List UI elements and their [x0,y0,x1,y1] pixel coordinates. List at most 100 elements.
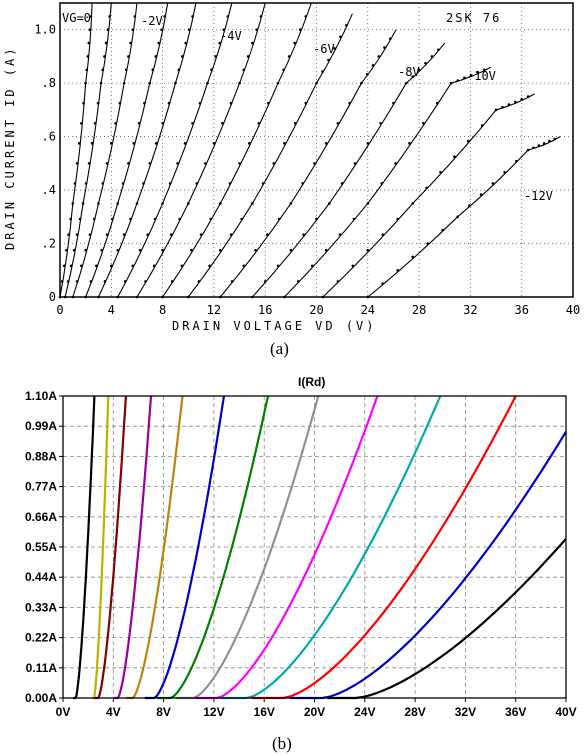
panel-a-marker [186,202,190,205]
panel-a-marker [198,101,202,105]
panel-a-marker [221,121,224,125]
panel-a-marker [380,182,383,185]
panel-a-marker [242,264,246,268]
panel-a-marker [190,248,193,252]
panel-a-marker [101,68,105,72]
panel-a-marker [142,182,145,185]
panel-a-marker [129,217,132,221]
panel-a-curve [251,42,446,298]
panel-a-marker [293,41,296,45]
panel-b-y-tick-label: 0.44A [25,570,57,584]
panel-a-x-tick-label: 0 [56,303,63,317]
panel-a-marker [75,162,79,165]
panel-a-marker [532,146,535,150]
panel-a-marker [449,81,453,85]
panel-a-marker [131,264,134,268]
panel-a-series-label: -12V [524,189,553,203]
panel-a-marker [97,202,100,205]
panel-a-marker [178,217,181,221]
panel-a-marker [327,58,330,62]
panel-b-title: I(Rd) [298,375,325,389]
panel-a-marker [154,55,158,58]
panel-a-marker [89,15,93,18]
panel-a-marker [422,121,425,125]
panel-a-marker [247,142,251,145]
panel-a-y-tick-label: .4 [42,183,56,197]
panel-a-marker [160,28,164,32]
panel-a-marker [466,139,470,143]
panel-a-marker [137,121,141,125]
panel-b-x-tick-label: 28V [404,705,425,719]
panel-a-marker [103,55,106,58]
panel-a-marker [304,101,308,105]
panel-a-marker [377,55,381,58]
panel-a-marker [93,121,97,125]
panel-b-x-tick-label: 32V [455,705,476,719]
panel-a-marker [304,15,308,18]
panel-a: 0 4 8 12 16 20 24 28 32 36 40 0.2.4.6.81.0 2SK 76 … [3,2,580,358]
panel-a-marker [148,81,152,85]
panel-a-marker [507,103,511,106]
panel-a-x-tick-label: 4 [108,303,115,317]
panel-a-marker [69,217,72,221]
panel-a-curve [97,2,197,298]
panel-b-y-tick-label: 0.99A [25,419,57,433]
panel-a-curve [136,2,266,298]
panel-a-marker [482,68,486,72]
panel-a-marker [276,81,280,85]
panel-a-marker [161,121,164,125]
panel-a-series-label: -6V [313,42,335,56]
panel-a-marker [383,46,386,49]
panel-a-marker [437,48,440,52]
panel-a-marker [65,248,68,252]
panel-b-x-tick-label: 24V [354,705,375,719]
panel-a-marker [63,295,67,299]
panel-a-marker [424,61,427,65]
panel-a-marker [313,162,316,165]
panel-a-marker [71,202,75,205]
panel-a-curve [64,2,112,298]
panel-a-marker [75,233,79,236]
panel-a-x-tick-label: 12 [207,303,221,317]
device-label: 2SK 76 [446,11,501,25]
panel-a-series-label: -10V [467,69,496,83]
panel-a-marker [259,15,263,18]
panel-a-marker [151,68,155,72]
panel-a-y-tick-label: .8 [42,76,56,90]
panel-a-marker [96,101,100,105]
panel-a-marker [219,295,222,299]
panel-a-marker [116,295,120,299]
panel-a-marker [520,97,523,101]
panel-a-marker [88,233,92,236]
panel-a-marker [293,121,297,125]
panel-a-marker [186,295,190,299]
panel-a-marker [548,139,551,143]
panel-a-curves [58,2,561,299]
panel-a-curve [284,66,492,298]
panel-a-y-axis-label: DRAIN CURRENT ID (A) [3,46,17,251]
panel-a-marker [404,81,408,85]
panel-a-marker [116,248,120,252]
panel-a-marker [246,55,250,58]
caption-b: (b) [272,734,292,753]
panel-a-marker [408,142,411,145]
panel-a-marker [218,41,221,45]
panel-a-series-label: -8V [398,65,420,79]
panel-a-marker [197,280,201,283]
panel-a-marker [251,202,254,205]
panel-a-marker [515,159,518,163]
panel-a-marker [110,142,113,145]
panel-a-marker [210,68,213,72]
panel-a-marker [78,217,82,221]
panel-a-marker [161,248,164,252]
panel-a-marker [261,182,265,185]
panel-a-marker [191,15,194,18]
panel-a-marker [106,28,110,32]
panel-a-marker [494,108,498,112]
panel-a-marker [266,233,269,236]
panel-a-marker [90,142,94,145]
panel-a-marker [339,35,342,39]
panel-a-x-tick-label: 36 [514,303,528,317]
panel-a-marker [298,28,302,32]
panel-a-marker [276,264,280,268]
